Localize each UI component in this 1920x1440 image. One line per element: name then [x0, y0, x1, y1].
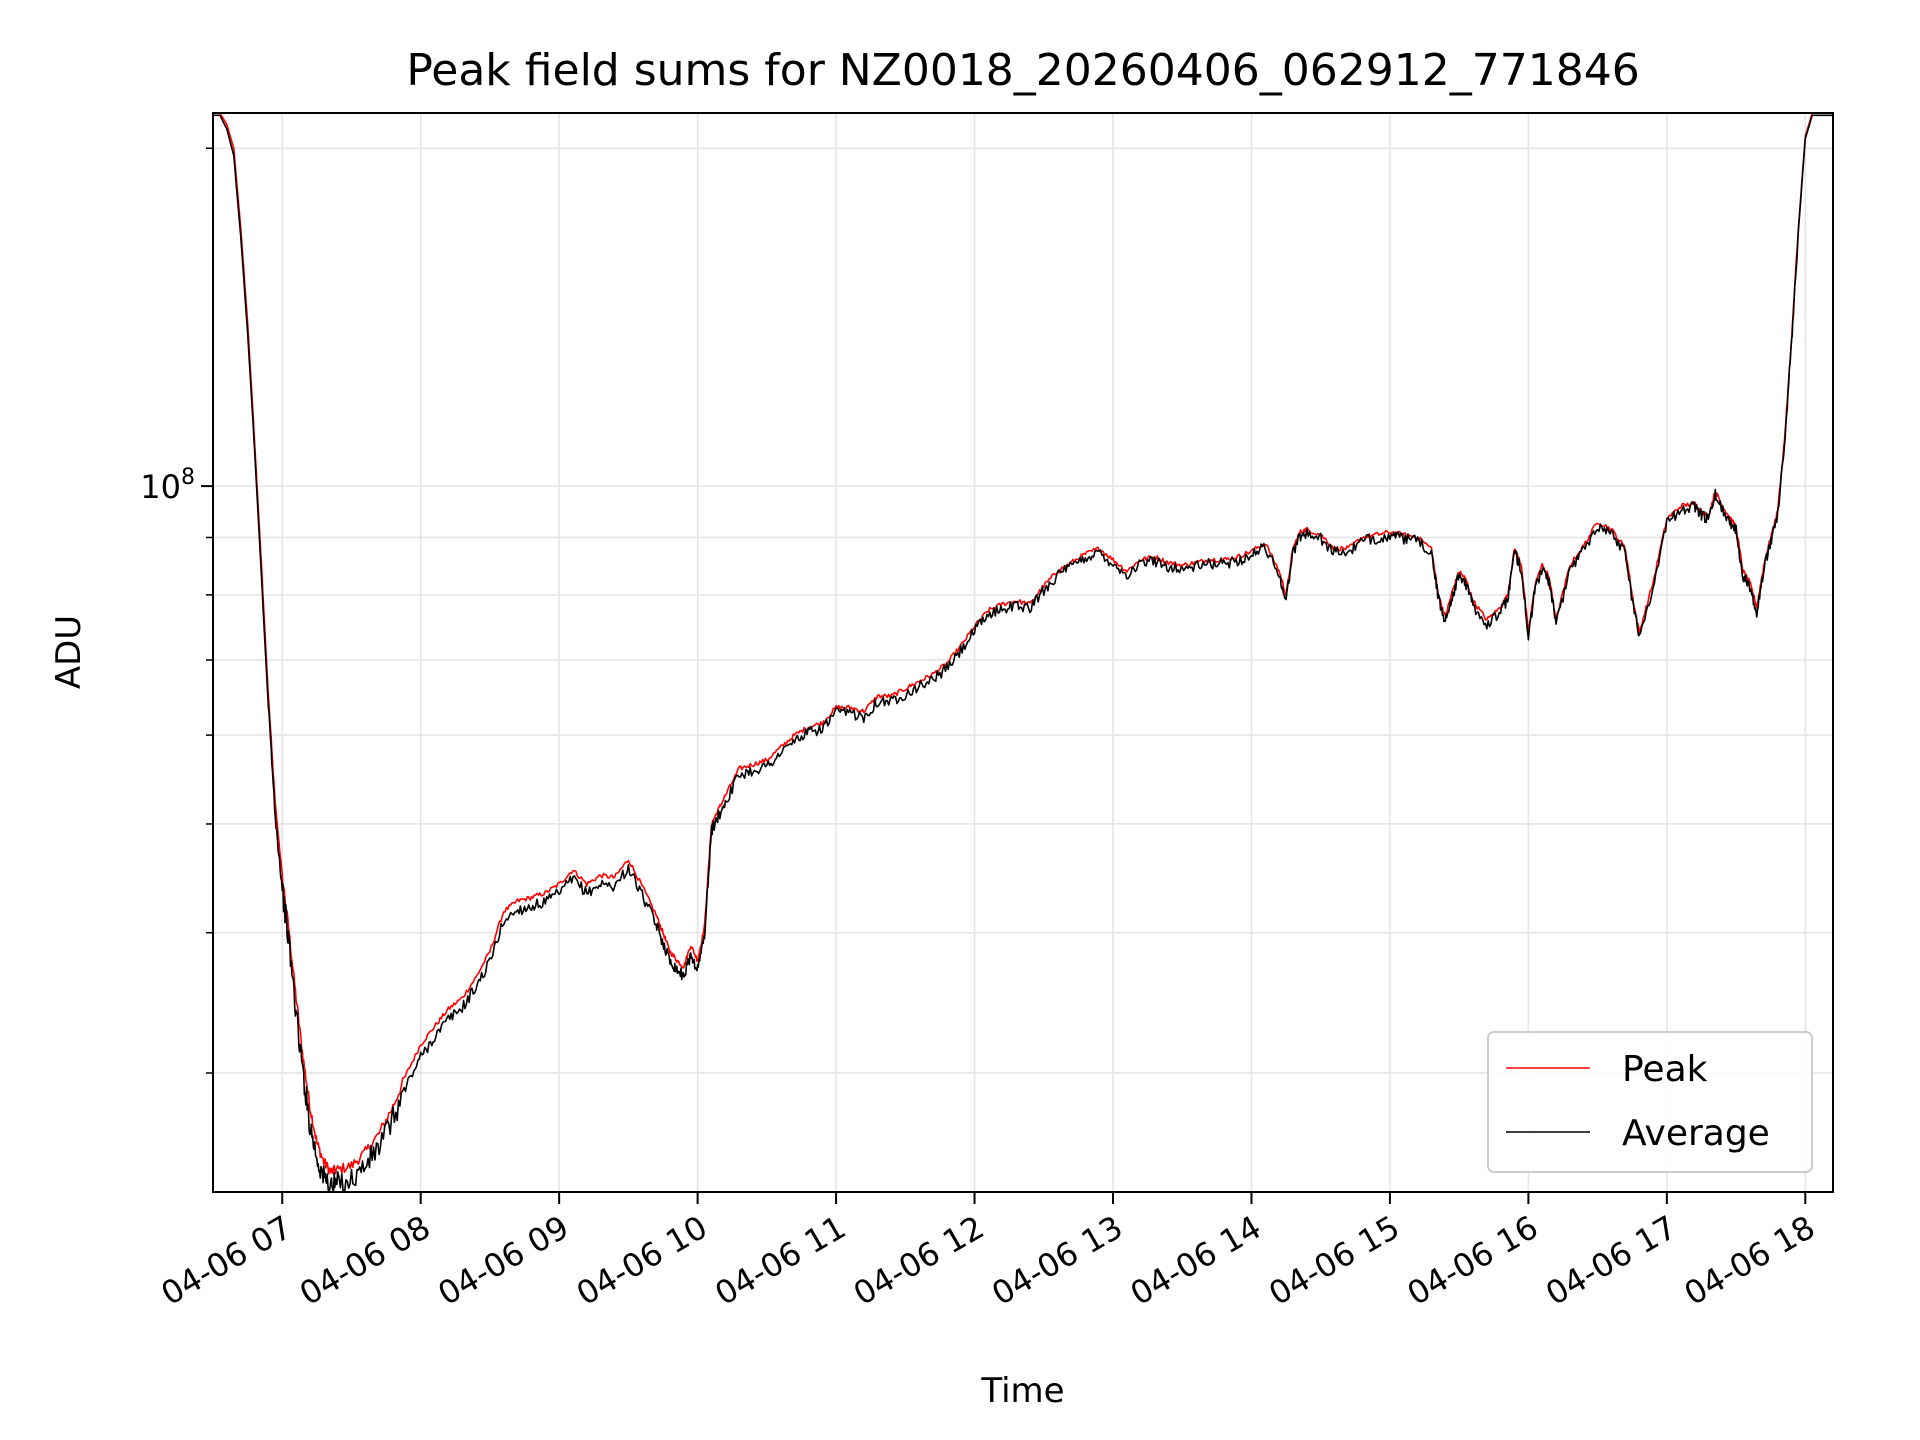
- legend-peak-label: Peak: [1622, 1049, 1708, 1090]
- legend-box: [1487, 1031, 1813, 1173]
- legend: Peak Average: [1487, 1031, 1813, 1173]
- y-axis: 108: [140, 147, 213, 1074]
- grid-lines: [213, 113, 1833, 1192]
- y-axis-label: ADU: [49, 615, 89, 689]
- series-layer: [213, 113, 1833, 1192]
- legend-average-label: Average: [1622, 1113, 1770, 1154]
- plot-frame: [212, 112, 1834, 1193]
- x-axis-label: Time: [980, 1371, 1064, 1411]
- chart-title: Peak field sums for NZ0018_20260406_0629…: [406, 45, 1639, 96]
- y-tick-label: 108: [140, 465, 195, 506]
- series-line-average: [213, 114, 1833, 1192]
